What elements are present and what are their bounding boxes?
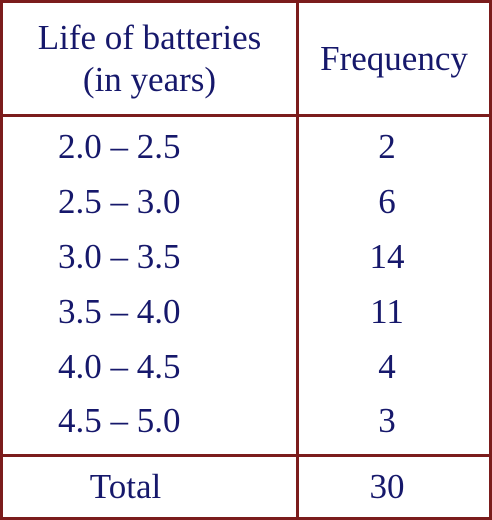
interval-cell: 2.0 – 2.5	[58, 127, 181, 167]
frequency-cell: 3	[378, 401, 396, 441]
header-frequency-label: Frequency	[320, 38, 468, 78]
frequency-cell: 4	[378, 346, 396, 386]
frequency-cell: 2	[378, 127, 396, 167]
total-label: Total	[89, 467, 162, 506]
column-divider	[296, 3, 299, 517]
interval-cell: 3.5 – 4.0	[58, 291, 181, 331]
header-divider	[3, 114, 489, 117]
frequency-cell: 6	[378, 182, 396, 222]
interval-cell: 3.0 – 3.5	[58, 236, 181, 276]
frequency-column: 2 6 14 11 4 3	[299, 120, 489, 449]
header-frequency: Frequency	[299, 3, 489, 114]
interval-cell: 4.5 – 5.0	[58, 401, 181, 441]
interval-cell: 2.5 – 3.0	[58, 182, 181, 222]
header-line-1: Life of batteries	[37, 17, 262, 57]
footer-divider	[3, 454, 489, 457]
frequency-cell: 11	[370, 291, 404, 331]
total-value: 30	[369, 467, 405, 506]
frequency-cell: 14	[369, 236, 405, 276]
interval-cell: 4.0 – 4.5	[58, 346, 181, 386]
header-life-of-batteries: Life of batteries (in years)	[3, 3, 296, 114]
interval-column: 2.0 – 2.5 2.5 – 3.0 3.0 – 3.5 3.5 – 4.0 …	[3, 120, 296, 449]
header-line-2: (in years)	[82, 59, 217, 99]
